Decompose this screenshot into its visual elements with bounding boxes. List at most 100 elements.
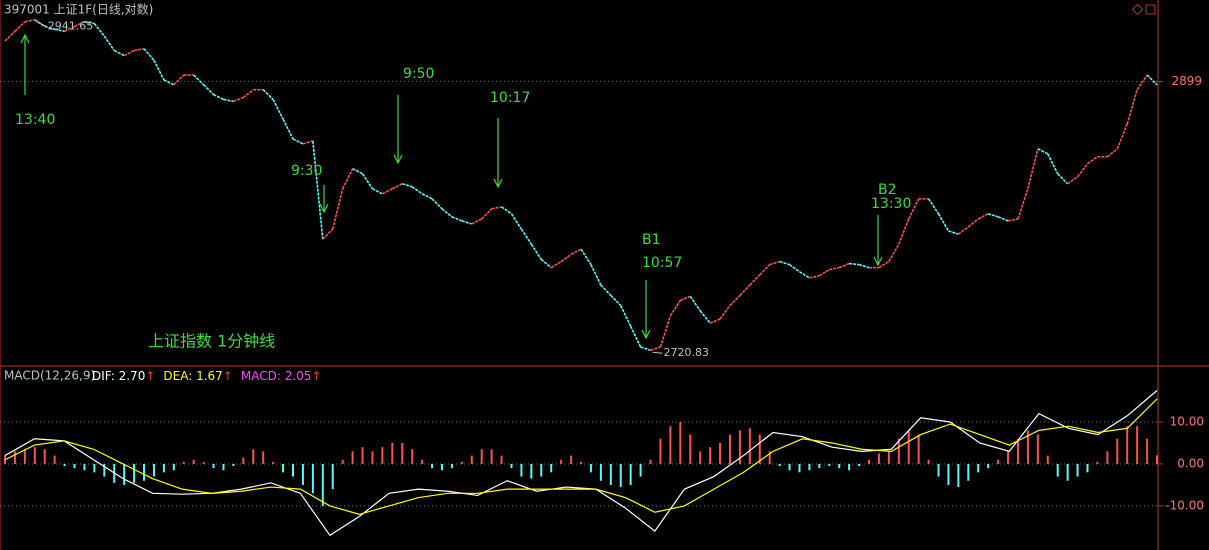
macd-readouts: DIF: 2.70↑ DEA: 1.67↑ MACD: 2.05↑ — [92, 369, 321, 383]
macd-line — [4, 398, 1158, 515]
price-segment — [908, 198, 920, 220]
price-segment — [352, 167, 363, 175]
price-segment — [779, 260, 790, 266]
price-segment — [451, 216, 463, 222]
price-segment — [272, 99, 284, 120]
price-segment — [123, 49, 135, 57]
price-segment — [431, 198, 443, 210]
price-segment — [411, 186, 423, 195]
price-segment — [54, 28, 65, 33]
annotation-label: 9:30 — [291, 163, 322, 179]
arrow-head — [319, 203, 329, 214]
price-segment — [967, 218, 979, 228]
price-segment — [689, 295, 701, 312]
price-segment — [659, 315, 672, 348]
price-segment — [1047, 153, 1059, 175]
price-segment — [382, 188, 393, 195]
price-segment — [402, 183, 413, 188]
price-segment — [838, 262, 850, 269]
price-segment — [481, 208, 493, 220]
price-segment — [739, 284, 751, 296]
annotation-label: 10:57 — [642, 255, 682, 271]
price-segment — [987, 213, 999, 218]
y-tick-label: 2899 — [1171, 74, 1202, 88]
price-segment — [927, 198, 940, 215]
arrow-head — [641, 329, 651, 340]
price-segment — [530, 243, 542, 260]
price-segment — [103, 35, 115, 52]
price-segment — [650, 346, 661, 351]
annotation-label: B2 — [878, 182, 897, 198]
pointer — [36, 21, 48, 28]
annotation-label: 9:50 — [403, 66, 434, 82]
price-segment — [391, 183, 403, 190]
price-segment — [550, 260, 562, 269]
annotation-label: 13:30 — [871, 196, 911, 212]
price-segment — [590, 264, 602, 286]
macd-title: MACD(12,26,9) — [4, 369, 95, 383]
price-segment — [540, 258, 552, 269]
price-segment — [629, 325, 642, 348]
price-segment — [680, 295, 691, 302]
price-segment — [1087, 156, 1098, 165]
annotation-label: B1 — [642, 232, 661, 248]
price-segment — [560, 253, 572, 263]
price-segment — [759, 264, 771, 276]
price-segment — [948, 230, 959, 235]
price-segment — [312, 140, 324, 240]
y-tick-label: 0.00 — [1177, 456, 1204, 470]
price-segment — [510, 213, 523, 230]
arrow-head — [393, 154, 403, 165]
price-segment — [829, 266, 840, 271]
price-segment — [789, 263, 800, 273]
price-segment — [292, 138, 304, 145]
price-segment — [719, 305, 731, 320]
price-segment — [84, 20, 95, 25]
price-segment — [242, 89, 254, 99]
price-segment — [1007, 218, 1019, 222]
price-segment — [1106, 148, 1118, 158]
price-segment — [14, 21, 26, 32]
chart-label: 上证指数 1分钟线 — [148, 332, 275, 351]
window-icon[interactable] — [1145, 4, 1156, 15]
price-segment — [1146, 74, 1158, 86]
price-segment — [113, 49, 125, 57]
price-segment — [372, 188, 383, 195]
readout: DEA: 1.67 — [163, 369, 222, 383]
readout: DIF: 2.70 — [92, 369, 145, 383]
price-segment — [997, 216, 1009, 222]
min-label: 2720.83 — [664, 346, 710, 359]
price-segment — [74, 20, 85, 28]
price-segment — [620, 305, 632, 327]
price-segment — [4, 30, 16, 42]
y-tick-label: 10.00 — [1170, 414, 1204, 428]
price-segment — [570, 248, 582, 256]
max-label: 2941.65 — [48, 20, 94, 33]
price-segment — [64, 25, 75, 33]
price-segment — [143, 48, 155, 61]
price-segment — [858, 263, 870, 269]
price-segment — [1027, 148, 1039, 189]
price-segment — [849, 262, 860, 266]
price-segment — [262, 89, 274, 101]
readout-arrow: ↑ — [145, 369, 155, 383]
readout-arrow: ↑ — [223, 369, 233, 383]
price-segment — [520, 228, 533, 245]
annotation-label: 10:17 — [490, 90, 530, 106]
window-icon[interactable] — [1131, 3, 1144, 16]
price-segment — [709, 318, 721, 324]
price-segment — [1017, 188, 1029, 220]
readout-arrow: ↑ — [311, 369, 321, 383]
price-segment — [233, 96, 244, 103]
price-segment — [1037, 148, 1049, 155]
price-segment — [133, 47, 145, 52]
price-segment — [491, 206, 502, 210]
annotation-label: 13:40 — [15, 112, 55, 128]
price-segment — [322, 228, 334, 240]
price-segment — [361, 173, 374, 190]
price-segment — [818, 268, 830, 277]
arrow-head — [873, 256, 883, 267]
price-segment — [331, 188, 344, 230]
arrow-head — [20, 33, 30, 44]
